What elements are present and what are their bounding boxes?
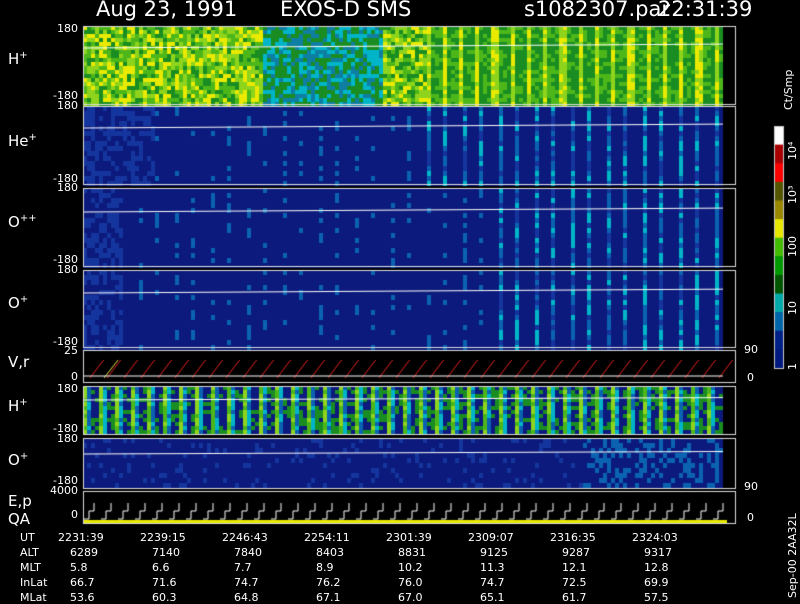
- footer-cell: 2301:39: [386, 531, 432, 544]
- footer-label-ut: UT: [20, 531, 35, 544]
- footer-cell: 9317: [644, 546, 672, 559]
- footer-cell: 67.1: [316, 591, 341, 604]
- colorbar-unit: Ct/Smp: [782, 69, 795, 110]
- colorbar-tick-0: 10⁴: [786, 141, 799, 160]
- header-time: 22:31:39: [658, 0, 753, 21]
- footer-cell: 2239:15: [140, 531, 186, 544]
- tick-vr-top: 25: [64, 344, 78, 357]
- colorbar-tick-1: 10³: [786, 185, 799, 204]
- footer-cell: 57.5: [644, 591, 669, 604]
- tick-h2-bottom: -180: [53, 422, 78, 435]
- rtick-o2-bottom: 90: [744, 480, 758, 493]
- panel-label-h-plus: H+: [8, 50, 28, 68]
- footer-cell: 74.7: [234, 576, 259, 589]
- footer-cell: 12.8: [644, 561, 669, 574]
- footer-label-inlat: InLat: [20, 576, 48, 589]
- footer-cell: 11.3: [480, 561, 505, 574]
- header-file: s1082307.par: [524, 0, 670, 21]
- header-mission: EXOS-D SMS: [280, 0, 412, 21]
- tick-h-bottom: -180: [53, 89, 78, 102]
- footer-cell: 2309:07: [468, 531, 514, 544]
- footer-cell: 6289: [70, 546, 98, 559]
- footer-cell: 60.3: [152, 591, 177, 604]
- footer-cell: 9287: [562, 546, 590, 559]
- footer-cell: 66.7: [70, 576, 95, 589]
- footer-cell: 76.2: [316, 576, 341, 589]
- footer-cell: 6.6: [152, 561, 170, 574]
- footer-cell: 67.0: [398, 591, 423, 604]
- footer-cell: 61.7: [562, 591, 587, 604]
- panel-label-o-plus: O+: [8, 294, 29, 312]
- footer-cell: 2324:03: [632, 531, 678, 544]
- footer-cell: 10.2: [398, 561, 423, 574]
- panel-label-o-plus-2: O+: [8, 451, 29, 469]
- tick-opp-top: 180: [57, 181, 78, 194]
- footer-cell: 8831: [398, 546, 426, 559]
- footer-cell: 7140: [152, 546, 180, 559]
- footer-cell: 76.0: [398, 576, 423, 589]
- footer-cell: 2231:39: [58, 531, 104, 544]
- footer-cell: 64.8: [234, 591, 259, 604]
- panel-label-ep: E,p: [8, 492, 32, 510]
- tick-o2-bottom: -180: [53, 474, 78, 487]
- footer-label-alt: ALT: [20, 546, 39, 559]
- tick-he-bottom: -180: [53, 172, 78, 185]
- footer-side-note: Sep-00 2AA32L: [786, 513, 799, 598]
- panel-label-qa: QA: [8, 510, 31, 528]
- footer-label-mlt: MLT: [20, 561, 41, 574]
- tick-h2-top: 180: [57, 382, 78, 395]
- panel-label-h-plus-2: H+: [8, 397, 28, 415]
- footer-cell: 8.9: [316, 561, 334, 574]
- footer-cell: 74.7: [480, 576, 505, 589]
- tick-he-top: 180: [57, 99, 78, 112]
- footer-cell: 9125: [480, 546, 508, 559]
- footer-cell: 5.8: [70, 561, 88, 574]
- panel-label-he-plus: He+: [8, 132, 37, 150]
- footer-cell: 2254:11: [304, 531, 350, 544]
- footer-cell: 8403: [316, 546, 344, 559]
- footer-cell: 7.7: [234, 561, 252, 574]
- colorbar-tick-3: 10: [786, 301, 799, 315]
- footer-cell: 12.1: [562, 561, 587, 574]
- tick-h-top: 180: [57, 22, 78, 35]
- rtick-vr-bottom: 0: [747, 371, 754, 384]
- tick-op-top: 180: [57, 263, 78, 276]
- tick-op-bottom: -180: [53, 335, 78, 348]
- panel-label-o-plusplus: O++: [8, 213, 37, 231]
- footer-label-mlat: MLat: [20, 591, 47, 604]
- footer-cell: 7840: [234, 546, 262, 559]
- header-date: Aug 23, 1991: [96, 0, 238, 21]
- rtick-vr-top: 90: [744, 343, 758, 356]
- tick-vr-bottom: 0: [71, 370, 78, 383]
- colorbar-tick-4: 1: [786, 363, 799, 370]
- footer-cell: 2246:43: [222, 531, 268, 544]
- footer-cell: 69.9: [644, 576, 669, 589]
- footer-cell: 72.5: [562, 576, 587, 589]
- rtick-ep-bottom: 0: [747, 511, 754, 524]
- colorbar-tick-2: 100: [786, 236, 799, 257]
- footer-cell: 2316:35: [550, 531, 596, 544]
- footer-cell: 53.6: [70, 591, 95, 604]
- tick-ep-bottom: 0: [71, 508, 78, 521]
- tick-ep-top: 4000: [50, 484, 78, 497]
- panel-label-vr: V,r: [8, 353, 30, 371]
- footer-cell: 65.1: [480, 591, 505, 604]
- footer-cell: 71.6: [152, 576, 177, 589]
- tick-o2-top: 180: [57, 432, 78, 445]
- tick-opp-bottom: -180: [53, 253, 78, 266]
